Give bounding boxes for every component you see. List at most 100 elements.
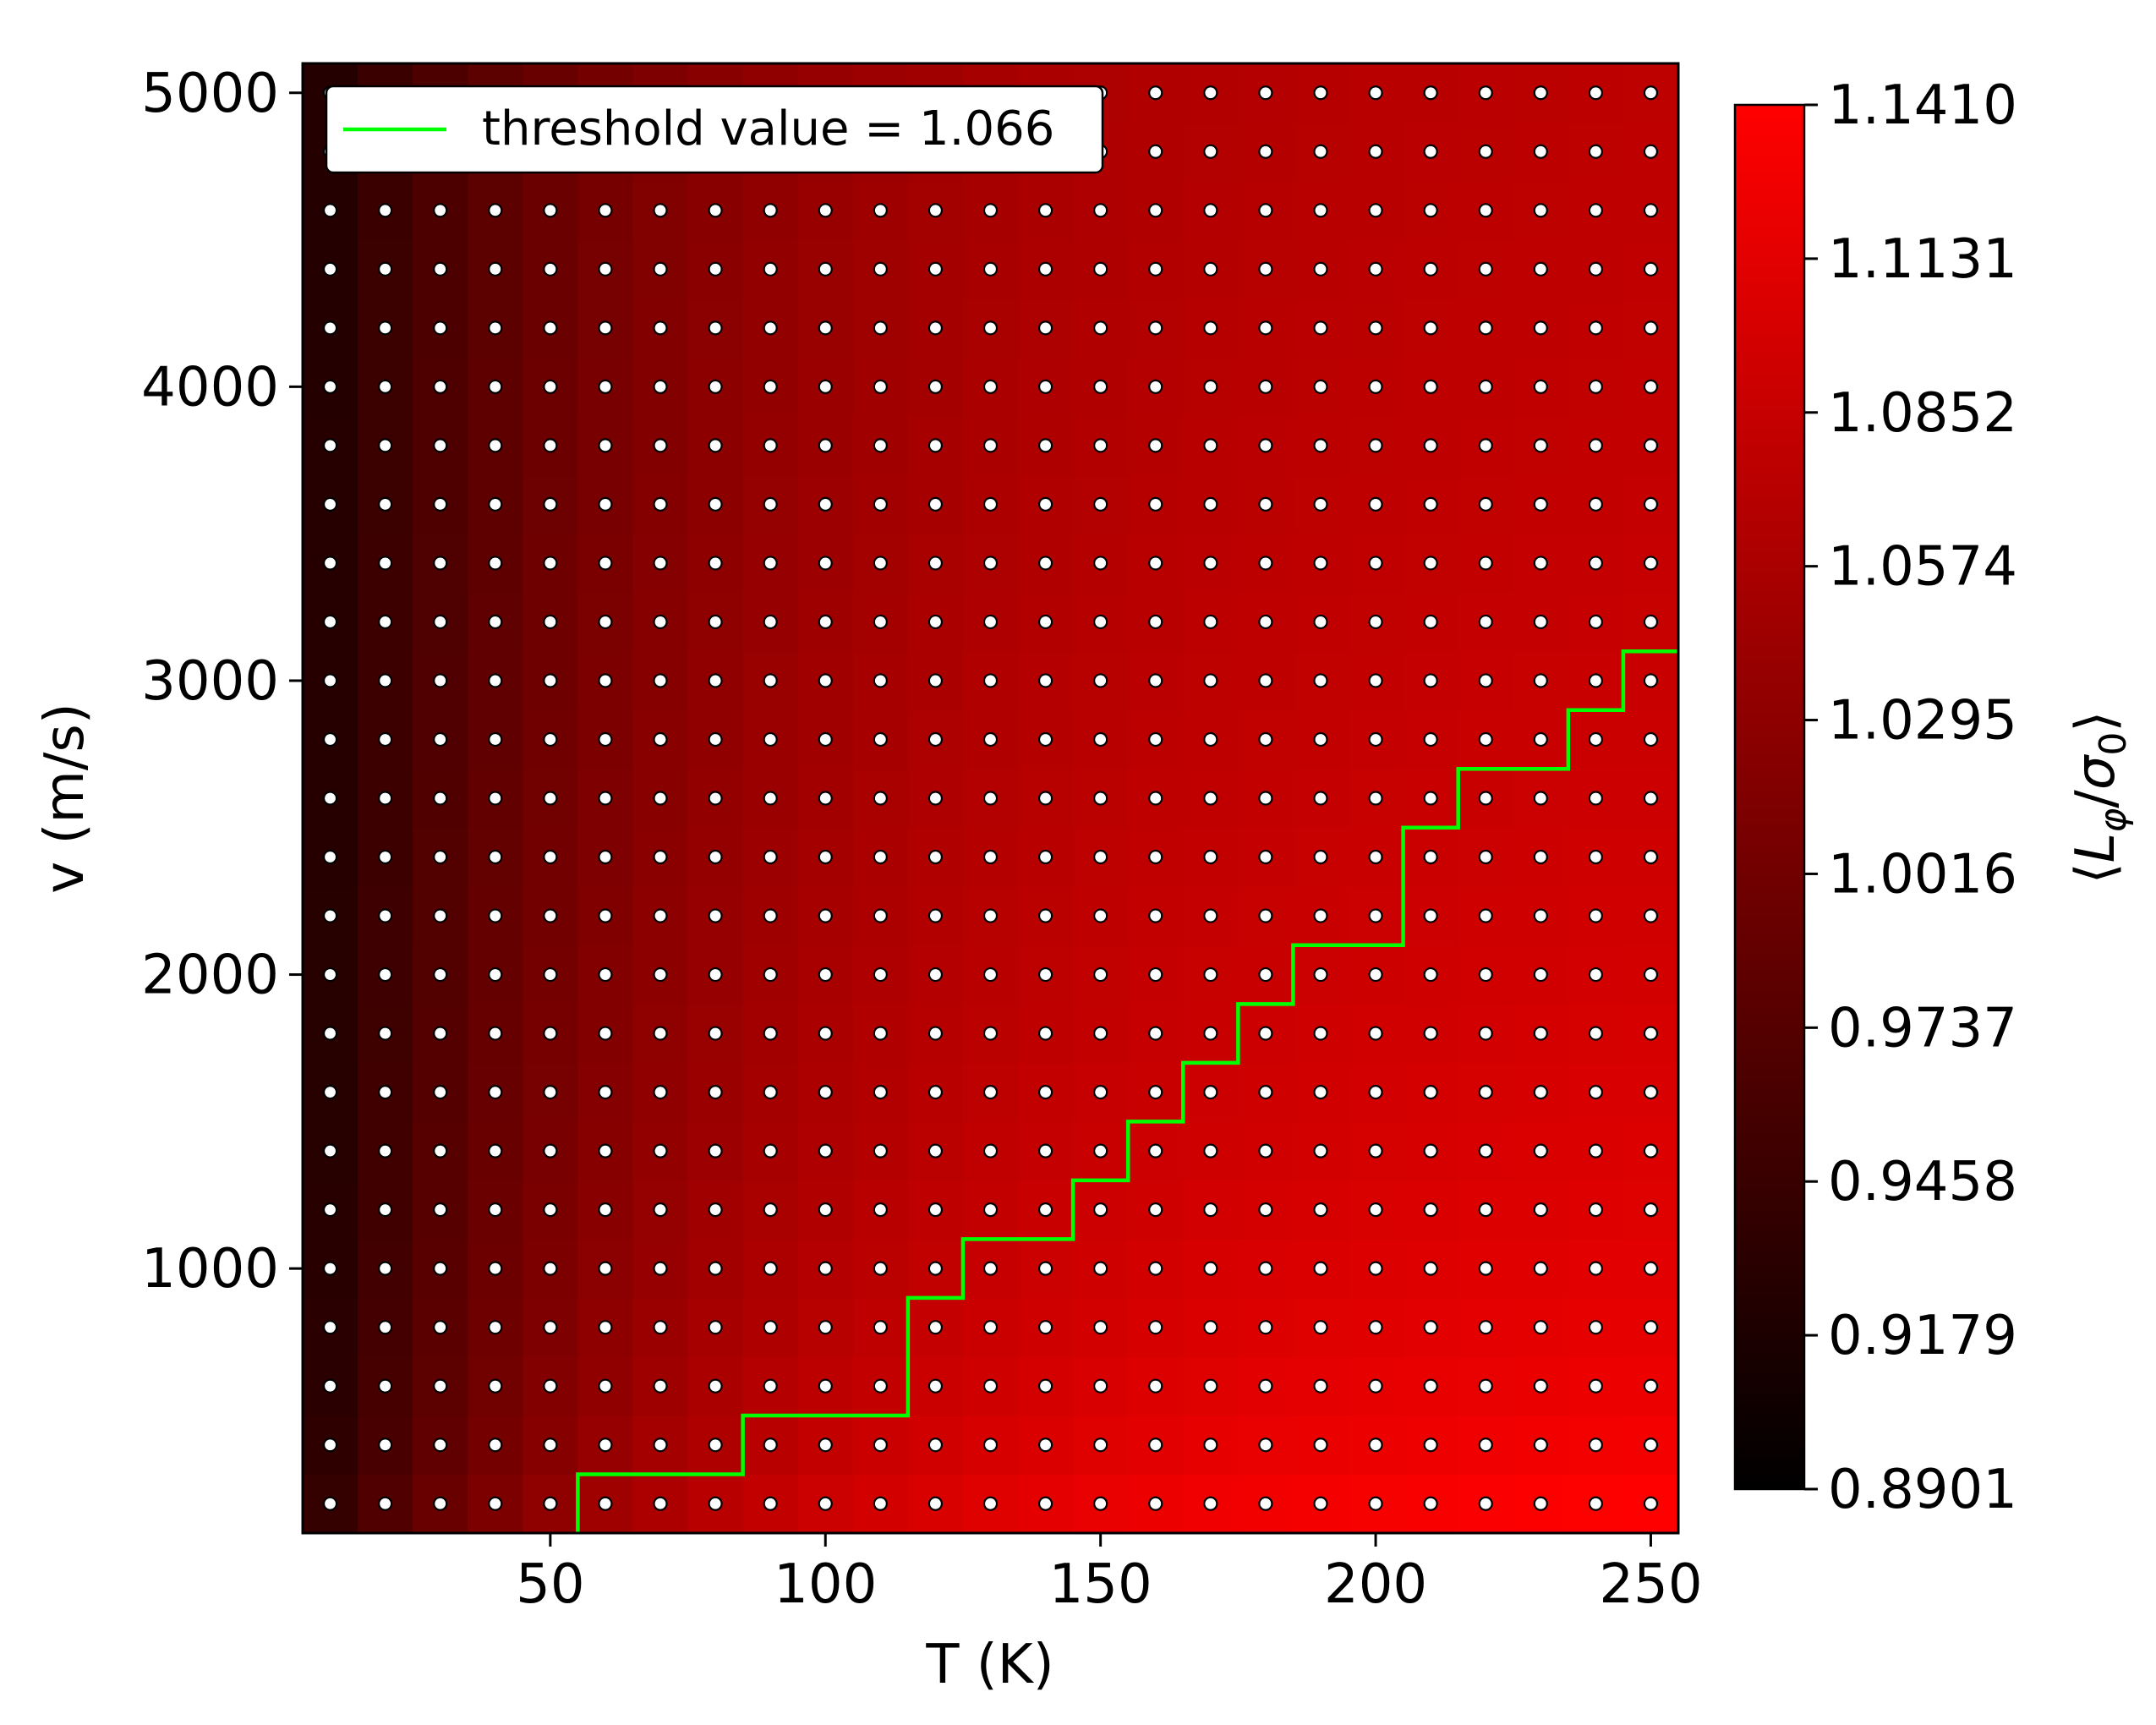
sample-point <box>1313 791 1328 806</box>
sample-point <box>598 791 613 806</box>
sample-point <box>598 556 613 571</box>
sample-point <box>763 1320 778 1335</box>
sample-point <box>763 731 778 748</box>
sample-point <box>763 967 778 983</box>
sample-point <box>1643 1261 1659 1276</box>
sample-point <box>1643 1202 1659 1218</box>
sample-point <box>1093 438 1108 453</box>
sample-point <box>1478 731 1493 748</box>
sample-point <box>1093 1084 1108 1100</box>
sample-point <box>1588 438 1603 453</box>
sample-point <box>873 1026 888 1041</box>
sample-point <box>1368 556 1383 571</box>
sample-point <box>1203 1026 1218 1041</box>
sample-point <box>1093 791 1108 806</box>
y-tick-label: 1000 <box>141 1238 279 1301</box>
sample-point <box>1478 1496 1493 1511</box>
sample-point <box>433 731 448 748</box>
sample-point <box>433 1084 448 1100</box>
sample-point <box>433 1261 448 1276</box>
sample-point <box>873 261 888 277</box>
sample-point <box>1258 673 1273 688</box>
sample-point <box>818 203 833 218</box>
sample-point <box>763 496 778 512</box>
x-tick-label: 150 <box>1049 1553 1152 1616</box>
sample-point <box>488 614 503 630</box>
sample-point <box>488 1496 503 1511</box>
sample-point <box>543 320 558 336</box>
plot-frame <box>301 62 1680 1535</box>
sample-point <box>1313 144 1328 159</box>
sample-point <box>1258 1084 1273 1100</box>
sample-point <box>1203 791 1218 806</box>
sample-point <box>1093 1378 1108 1394</box>
sample-point <box>543 379 558 394</box>
sample-point <box>322 849 338 865</box>
sample-point <box>1423 261 1438 277</box>
x-tick-label: 50 <box>516 1553 584 1616</box>
sample-point <box>818 1143 833 1158</box>
sample-point <box>653 967 668 983</box>
sample-point <box>543 614 558 630</box>
sample-point <box>1093 556 1108 571</box>
sample-point <box>1423 438 1438 453</box>
sample-point <box>1368 379 1383 394</box>
sample-point <box>1368 1378 1383 1394</box>
sample-point <box>873 1261 888 1276</box>
sample-point <box>928 908 944 923</box>
colorbar-gradient-bar <box>1733 103 1806 1491</box>
sample-point <box>653 1320 668 1335</box>
sample-point <box>928 261 944 277</box>
sample-point <box>1148 1378 1163 1394</box>
sample-point <box>378 320 393 336</box>
sample-point <box>322 1143 338 1158</box>
sample-point <box>543 261 558 277</box>
sample-point <box>708 1496 723 1511</box>
sample-point <box>763 1143 778 1158</box>
sample-point <box>322 320 338 336</box>
sample-point <box>378 261 393 277</box>
sample-point <box>873 320 888 336</box>
sample-point <box>873 556 888 571</box>
sample-point <box>1037 379 1053 394</box>
sample-point <box>708 496 723 512</box>
sample-point <box>1203 1084 1218 1100</box>
sample-point <box>653 614 668 630</box>
sample-point <box>1478 1320 1493 1335</box>
x-tick-label: 250 <box>1599 1553 1702 1616</box>
sample-point <box>1588 1320 1603 1335</box>
sample-point <box>1423 556 1438 571</box>
sample-point <box>982 1378 999 1394</box>
legend: threshold value = 1.066 <box>325 85 1104 174</box>
sample-point <box>543 908 558 923</box>
sample-point <box>653 1261 668 1276</box>
sample-point <box>1643 1026 1659 1041</box>
sample-point <box>982 849 999 865</box>
sample-point <box>873 967 888 983</box>
sample-point <box>653 791 668 806</box>
sample-point <box>1533 1026 1548 1041</box>
sample-point <box>1368 85 1383 101</box>
sample-point <box>1478 438 1493 453</box>
sample-point <box>818 1496 833 1511</box>
sample-point <box>653 496 668 512</box>
sample-point <box>818 849 833 865</box>
sample-point <box>543 556 558 571</box>
sample-point <box>1588 1261 1603 1276</box>
sample-point <box>543 791 558 806</box>
sample-point <box>1368 731 1383 748</box>
sample-point <box>1148 908 1163 923</box>
sample-point <box>1203 908 1218 923</box>
sample-point <box>1258 496 1273 512</box>
sample-point <box>1313 731 1328 748</box>
sample-point <box>1533 203 1548 218</box>
sample-point <box>488 849 503 865</box>
sample-point <box>1148 967 1163 983</box>
sample-point <box>1148 791 1163 806</box>
sample-point <box>1203 1202 1218 1218</box>
sample-point <box>1148 85 1163 101</box>
sample-point <box>488 967 503 983</box>
sample-point <box>763 438 778 453</box>
sample-point <box>433 614 448 630</box>
sample-point <box>982 438 999 453</box>
